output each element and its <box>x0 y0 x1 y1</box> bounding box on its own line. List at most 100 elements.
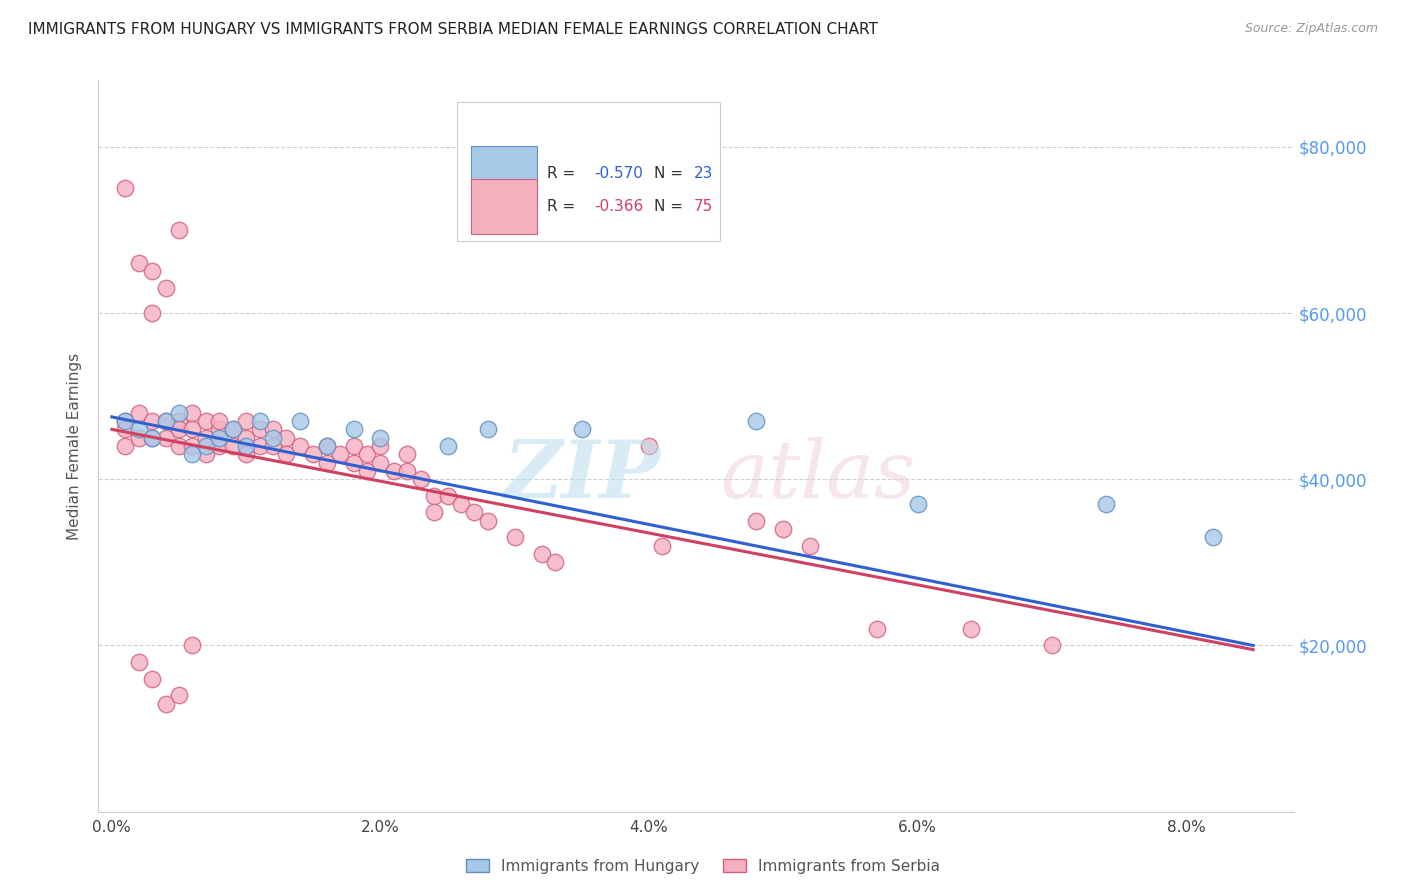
Point <box>235 439 257 453</box>
Point <box>155 414 177 428</box>
Point <box>208 422 231 436</box>
Point <box>799 539 821 553</box>
Point <box>249 439 271 453</box>
Text: N =: N = <box>654 166 688 181</box>
FancyBboxPatch shape <box>457 103 720 241</box>
Point <box>356 464 378 478</box>
Point <box>114 414 136 428</box>
Text: R =: R = <box>547 166 579 181</box>
Point <box>302 447 325 461</box>
Text: atlas: atlas <box>720 436 915 514</box>
Point <box>315 456 337 470</box>
Point <box>382 464 405 478</box>
Point <box>208 414 231 428</box>
Point <box>745 514 768 528</box>
Point <box>208 431 231 445</box>
Point <box>370 431 392 445</box>
Point <box>155 697 177 711</box>
Point <box>114 414 136 428</box>
Legend: Immigrants from Hungary, Immigrants from Serbia: Immigrants from Hungary, Immigrants from… <box>460 853 946 880</box>
Point <box>114 439 136 453</box>
Point <box>181 639 204 653</box>
Point <box>181 447 204 461</box>
Point <box>638 439 661 453</box>
Text: IMMIGRANTS FROM HUNGARY VS IMMIGRANTS FROM SERBIA MEDIAN FEMALE EARNINGS CORRELA: IMMIGRANTS FROM HUNGARY VS IMMIGRANTS FR… <box>28 22 877 37</box>
Bar <box>471 146 537 201</box>
Point <box>329 447 352 461</box>
Point <box>222 422 245 436</box>
Point <box>1202 530 1225 544</box>
Point <box>235 414 257 428</box>
Point <box>194 414 217 428</box>
Point <box>167 414 190 428</box>
Point <box>181 406 204 420</box>
Text: R =: R = <box>547 199 579 213</box>
Point <box>181 422 204 436</box>
Point <box>423 489 446 503</box>
Point <box>194 439 217 453</box>
Point <box>155 281 177 295</box>
Text: Source: ZipAtlas.com: Source: ZipAtlas.com <box>1244 22 1378 36</box>
Point <box>370 439 392 453</box>
Point <box>222 422 245 436</box>
Point <box>866 622 889 636</box>
Text: -0.570: -0.570 <box>595 166 644 181</box>
Point <box>571 422 593 436</box>
Point <box>141 672 163 686</box>
Point <box>141 414 163 428</box>
Bar <box>471 179 537 234</box>
Point <box>477 422 499 436</box>
Point <box>530 547 553 561</box>
Point <box>342 439 364 453</box>
Point <box>396 464 419 478</box>
Text: N =: N = <box>654 199 688 213</box>
Text: 75: 75 <box>693 199 713 213</box>
Point <box>1040 639 1063 653</box>
Point <box>772 522 794 536</box>
Point <box>128 422 150 436</box>
Point <box>208 439 231 453</box>
Point <box>128 256 150 270</box>
Point <box>167 689 190 703</box>
Point <box>463 506 485 520</box>
Point <box>503 530 526 544</box>
Point <box>262 422 284 436</box>
Point <box>167 223 190 237</box>
Point <box>356 447 378 461</box>
Point <box>1094 497 1116 511</box>
Point <box>745 414 768 428</box>
Point <box>907 497 929 511</box>
Point <box>436 489 458 503</box>
Point <box>315 439 337 453</box>
Point <box>651 539 673 553</box>
Point <box>114 422 136 436</box>
Text: -0.366: -0.366 <box>595 199 644 213</box>
Point <box>235 447 257 461</box>
Point <box>235 431 257 445</box>
Point <box>342 422 364 436</box>
Point <box>288 439 311 453</box>
Point <box>342 456 364 470</box>
Point <box>477 514 499 528</box>
Point <box>128 431 150 445</box>
Y-axis label: Median Female Earnings: Median Female Earnings <box>67 352 83 540</box>
Point <box>960 622 983 636</box>
Point <box>262 431 284 445</box>
Point <box>128 655 150 669</box>
Point <box>396 447 419 461</box>
Point <box>436 439 458 453</box>
Point <box>141 431 163 445</box>
Point <box>194 431 217 445</box>
Point <box>141 264 163 278</box>
Point <box>222 439 245 453</box>
Point <box>155 431 177 445</box>
Point <box>288 414 311 428</box>
Point <box>167 439 190 453</box>
Point <box>114 181 136 195</box>
Point <box>141 306 163 320</box>
Text: 23: 23 <box>693 166 713 181</box>
Point <box>194 447 217 461</box>
Point <box>544 555 567 569</box>
Point <box>128 406 150 420</box>
Point <box>370 456 392 470</box>
